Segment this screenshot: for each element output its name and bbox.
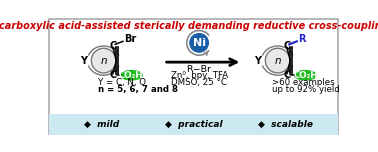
- Ellipse shape: [91, 48, 116, 73]
- Text: CO₂H: CO₂H: [119, 71, 144, 80]
- Text: n: n: [100, 56, 107, 66]
- Text: Ni: Ni: [193, 38, 206, 48]
- Text: Zn⁰, bpy, TFA: Zn⁰, bpy, TFA: [170, 71, 228, 81]
- Text: Br: Br: [124, 34, 136, 44]
- Ellipse shape: [294, 70, 317, 81]
- Circle shape: [190, 34, 208, 52]
- Text: C: C: [283, 41, 291, 51]
- Ellipse shape: [120, 70, 143, 81]
- Text: Y: Y: [254, 56, 261, 66]
- Text: DMSO, 25 °C: DMSO, 25 °C: [171, 78, 227, 87]
- Text: n: n: [274, 56, 281, 66]
- Text: Y = C, N, O: Y = C, N, O: [98, 78, 146, 87]
- Bar: [49, 114, 338, 135]
- Text: C: C: [109, 41, 116, 51]
- Text: n = 5, 6, 7 and 8: n = 5, 6, 7 and 8: [98, 85, 178, 94]
- Text: carboxylic acid-assisted sterically demanding reductive cross-coupling: carboxylic acid-assisted sterically dema…: [0, 21, 378, 31]
- Text: R: R: [298, 34, 305, 44]
- Text: ◆  scalable: ◆ scalable: [258, 120, 313, 129]
- Text: >60 examples: >60 examples: [272, 78, 335, 87]
- FancyBboxPatch shape: [49, 19, 338, 135]
- Text: up to 92% yield: up to 92% yield: [272, 85, 340, 94]
- Text: Y: Y: [80, 56, 87, 66]
- Text: ◆  mild: ◆ mild: [84, 120, 120, 129]
- Text: C: C: [283, 70, 291, 80]
- Ellipse shape: [265, 48, 290, 73]
- Text: C: C: [109, 70, 116, 80]
- Text: ◆  practical: ◆ practical: [165, 120, 223, 129]
- Text: R−Br: R−Br: [187, 65, 212, 74]
- Text: CO₂H: CO₂H: [293, 71, 318, 80]
